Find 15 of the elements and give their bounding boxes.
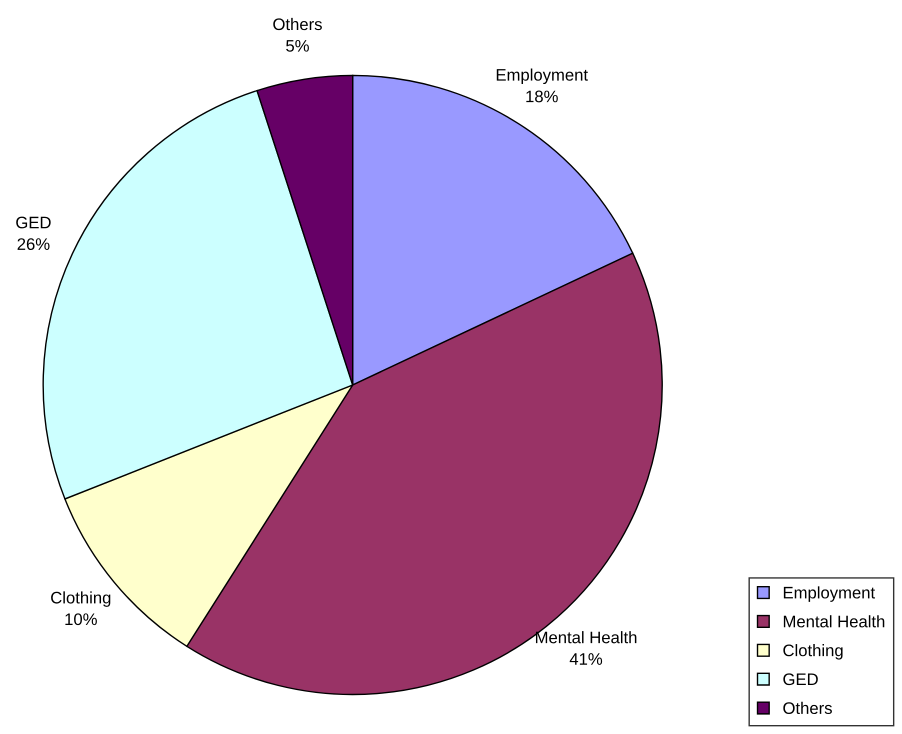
slice-label: GED — [16, 216, 51, 228]
legend-label: Mental Health — [784, 615, 884, 628]
data-label: 18% — [526, 90, 558, 102]
data-label: 10% — [65, 613, 97, 626]
slice-label: Mental Health — [536, 631, 636, 644]
slice-label: Employment — [496, 68, 588, 84]
legend-label: Others — [783, 702, 832, 714]
data-label: 26% — [18, 238, 50, 250]
legend-label: Clothing — [783, 644, 843, 660]
slice-label: Clothing — [51, 591, 110, 607]
data-label: 41% — [570, 653, 602, 665]
slice-label: Others — [273, 18, 322, 30]
legend-label: Employment — [784, 586, 876, 602]
data-label: 5% — [286, 40, 309, 52]
legend-label: GED — [783, 673, 818, 686]
